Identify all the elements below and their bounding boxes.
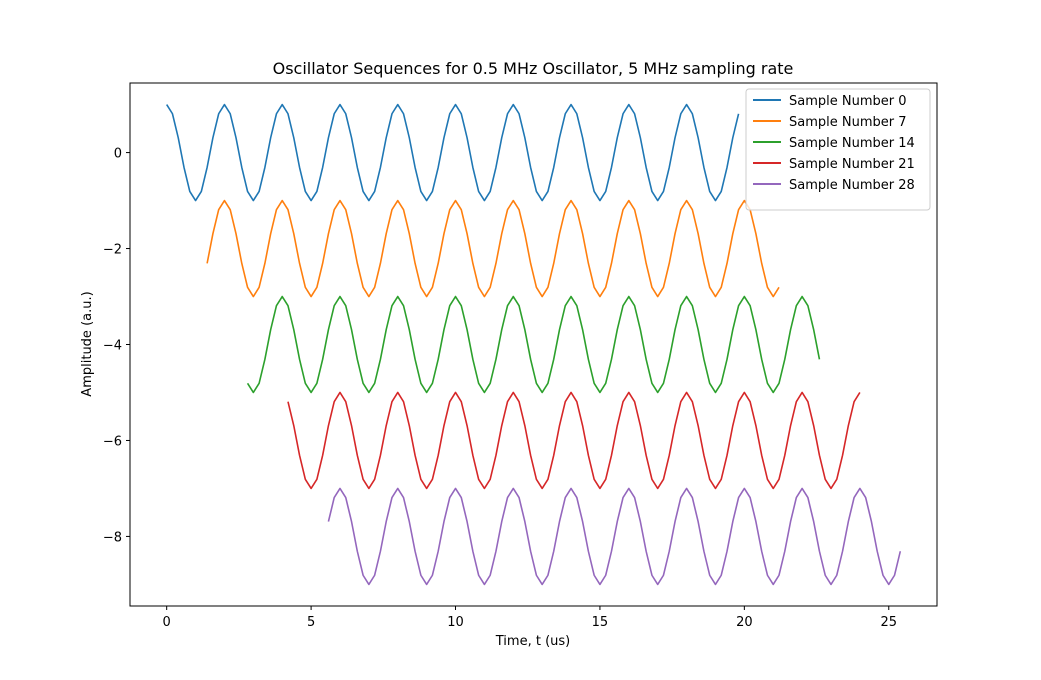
y-tick-label: −2 — [103, 243, 122, 258]
y-axis-label: Amplitude (a.u.) — [80, 291, 95, 396]
y-tick-label: −4 — [103, 339, 122, 354]
series-line-1 — [206, 199, 780, 298]
x-axis-label: Time, t (us) — [495, 634, 570, 649]
legend-box — [745, 88, 931, 211]
series-line-3 — [287, 391, 861, 490]
legend-label-3: Sample Number 21 — [789, 157, 915, 172]
series-line-4 — [327, 487, 902, 586]
x-tick-label: 5 — [307, 615, 315, 630]
x-tick-label: 15 — [592, 615, 609, 630]
x-tick-label: 25 — [880, 615, 897, 630]
legend: Sample Number 0 Sample Number 7 Sample Num… — [745, 88, 931, 211]
legend-label-1: Sample Number 7 — [789, 115, 907, 130]
y-axis: 0 −2 −4 −6 −8 — [103, 147, 130, 545]
chart-title: Oscillator Sequences for 0.5 MHz Oscilla… — [273, 59, 794, 78]
x-tick-label: 0 — [163, 615, 171, 630]
legend-label-0: Sample Number 0 — [789, 94, 907, 109]
legend-label-2: Sample Number 14 — [789, 136, 915, 151]
series-line-0 — [166, 103, 740, 202]
y-tick-label: −6 — [103, 434, 122, 449]
x-tick-label: 10 — [447, 615, 464, 630]
y-tick-label: 0 — [114, 147, 122, 162]
x-tick-label: 20 — [736, 615, 753, 630]
series-line-2 — [246, 295, 821, 394]
x-axis: 0 5 10 15 20 25 — [163, 606, 897, 630]
legend-label-4: Sample Number 28 — [789, 178, 915, 193]
series-layer — [166, 103, 902, 586]
y-tick-label: −8 — [103, 530, 122, 545]
